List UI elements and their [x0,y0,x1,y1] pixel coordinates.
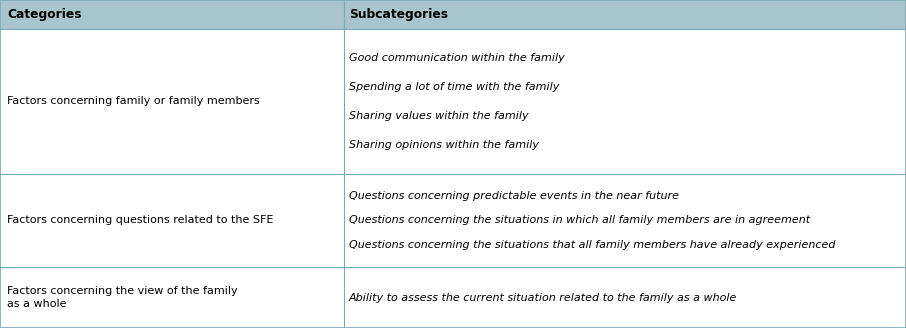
Text: Categories: Categories [7,8,82,21]
Text: Ability to assess the current situation related to the family as a whole: Ability to assess the current situation … [349,293,737,302]
Text: Spending a lot of time with the family: Spending a lot of time with the family [349,82,559,92]
Text: Sharing values within the family: Sharing values within the family [349,111,528,121]
Bar [0,174,906,267]
Text: Questions concerning the situations that all family members have already experie: Questions concerning the situations that… [349,240,835,250]
Text: Factors concerning the view of the family
as a whole: Factors concerning the view of the famil… [7,286,238,309]
Text: Questions concerning predictable events in the near future: Questions concerning predictable events … [349,191,679,201]
Text: Factors concerning questions related to the SFE: Factors concerning questions related to … [7,215,274,225]
Bar [0,29,906,174]
Text: Questions concerning the situations in which all family members are in agreement: Questions concerning the situations in w… [349,215,810,225]
Text: Subcategories: Subcategories [349,8,448,21]
Bar [0,0,906,29]
Text: Sharing opinions within the family: Sharing opinions within the family [349,140,539,150]
Bar [0,267,906,328]
Text: Good communication within the family: Good communication within the family [349,53,564,63]
Text: Factors concerning family or family members: Factors concerning family or family memb… [7,96,260,106]
